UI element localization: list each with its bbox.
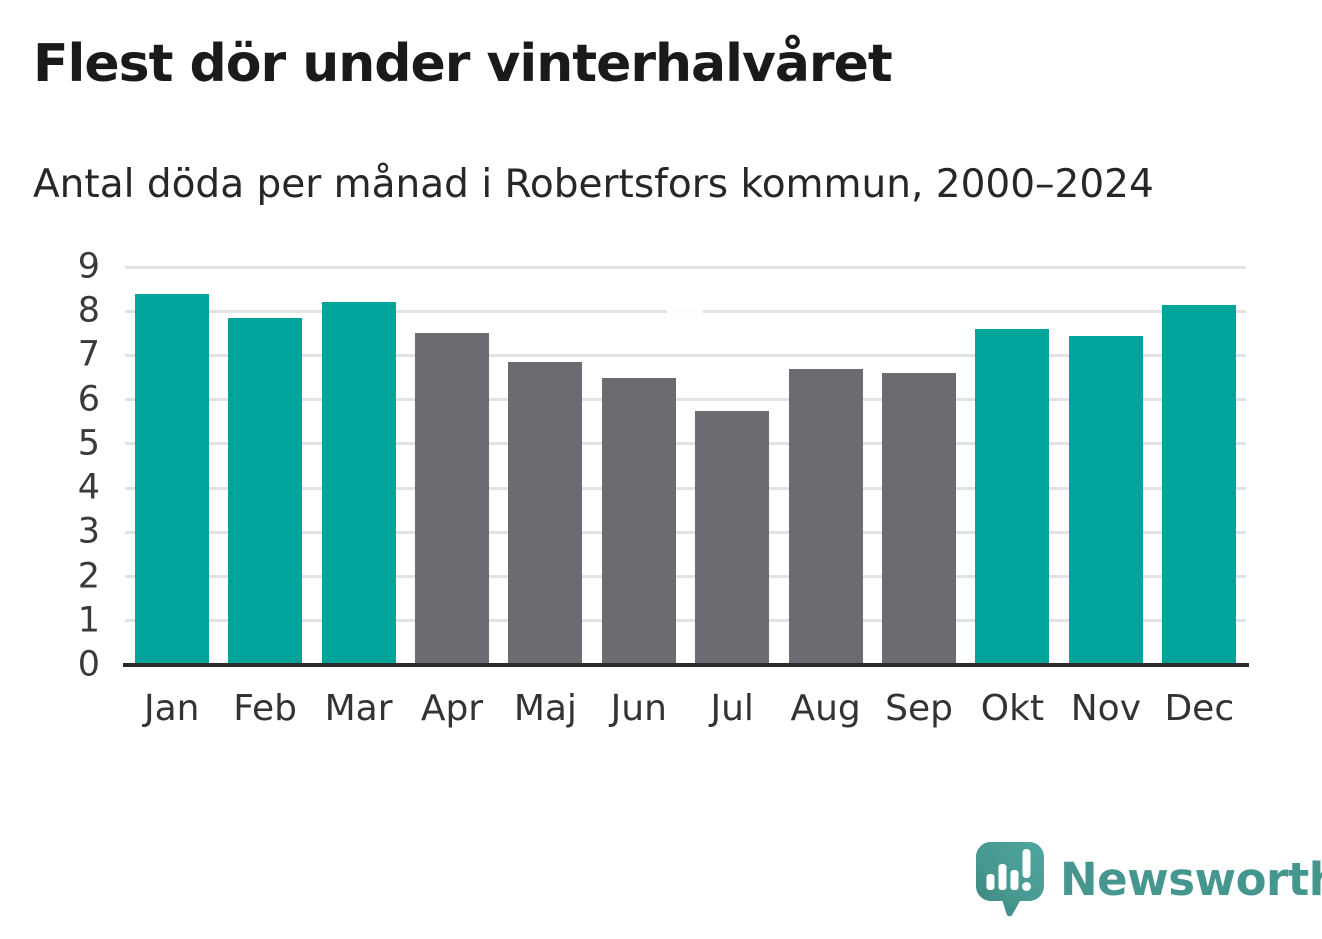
x-tick-maj: Maj: [513, 688, 577, 729]
bar-jul: [695, 410, 770, 665]
bar-aug: [788, 368, 863, 665]
bar-apr: [414, 333, 489, 665]
newsworthy-logo-icon: [976, 842, 1044, 917]
x-tick-nov: Nov: [1070, 688, 1142, 729]
x-tick-feb: Feb: [233, 688, 297, 729]
x-tick-aug: Aug: [790, 688, 861, 729]
bar-jan: [134, 293, 209, 665]
newsworthy-brand-text: Newsworthy: [1060, 852, 1322, 906]
chart-subtitle: Antal döda per månad i Robertsfors kommu…: [33, 162, 1154, 207]
bar-okt: [975, 328, 1050, 665]
chart-title: Flest dör under vinterhalvåret: [33, 34, 893, 94]
y-tick-0: 0: [77, 644, 100, 685]
x-tick-dec: Dec: [1164, 688, 1235, 729]
y-tick-6: 6: [77, 379, 100, 420]
y-tick-7: 7: [77, 334, 100, 375]
gridline-5: [125, 442, 1246, 446]
y-tick-2: 2: [77, 556, 100, 597]
gridline-6: [125, 398, 1246, 402]
y-tick-9: 9: [77, 246, 100, 287]
y-tick-8: 8: [77, 290, 100, 331]
bar-dec: [1162, 304, 1237, 665]
y-tick-5: 5: [77, 423, 100, 464]
bar-mar: [321, 302, 396, 665]
x-axis-line: [123, 663, 1249, 667]
gridline-2: [125, 575, 1246, 579]
x-axis: Jan Feb Mar Apr Maj Jun Jul Aug Sep Okt Nov Dec: [125, 688, 1246, 740]
y-tick-1: 1: [77, 600, 100, 641]
newsworthy-logo: Newsworthy: [975, 841, 1322, 917]
bar-feb: [228, 317, 303, 665]
y-tick-4: 4: [77, 467, 100, 508]
y-tick-3: 3: [77, 511, 100, 552]
bar-sep: [882, 373, 957, 665]
plot-area: [123, 265, 1249, 667]
x-tick-sep: Sep: [885, 688, 953, 729]
gridline-7: [125, 353, 1246, 357]
gridline-1: [125, 619, 1246, 623]
bar-maj: [508, 362, 583, 665]
bar-jun: [601, 377, 676, 665]
gridline-4: [125, 486, 1246, 490]
x-tick-jun: Jun: [610, 688, 667, 729]
gridline-3: [125, 530, 1246, 534]
x-tick-apr: Apr: [420, 688, 484, 729]
gridline-gap-artifact: [667, 308, 703, 314]
bar-nov: [1068, 335, 1143, 665]
x-tick-okt: Okt: [980, 688, 1045, 729]
x-tick-jan: Jan: [143, 688, 200, 729]
gridline-9: [125, 265, 1246, 269]
x-tick-mar: Mar: [324, 688, 393, 729]
x-tick-jul: Jul: [710, 688, 754, 729]
